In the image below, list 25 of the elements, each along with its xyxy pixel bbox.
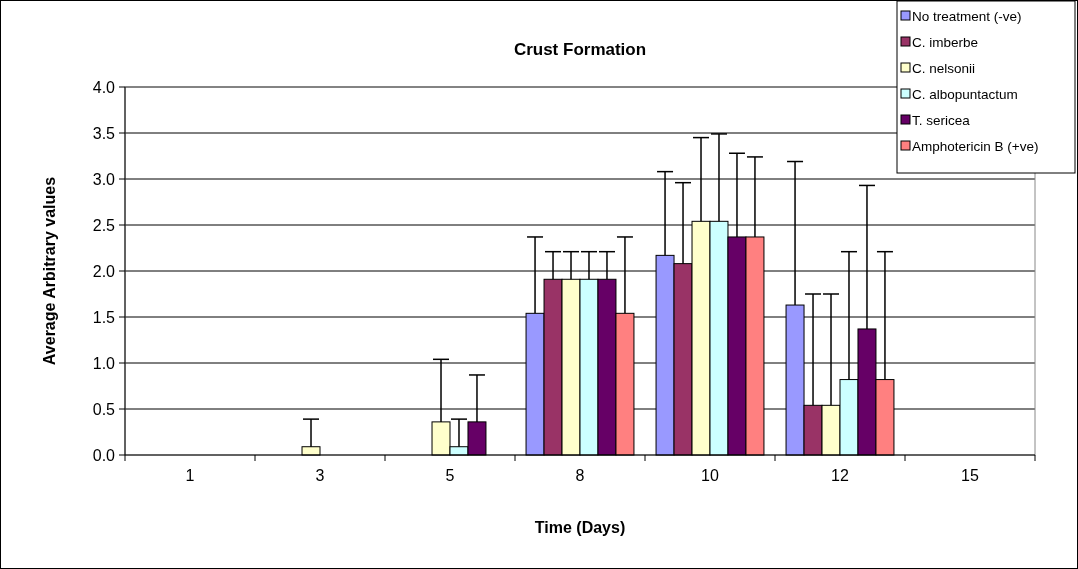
legend-label: No treatment (-ve) — [912, 8, 1022, 24]
y-tick-label: 3.0 — [92, 170, 116, 188]
y-tick-label: 3.5 — [92, 124, 116, 142]
x-axis-title: Time (Days) — [534, 519, 626, 536]
legend-label: T. sericea — [912, 112, 971, 128]
x-tick-label: 1 — [185, 467, 195, 484]
x-tick-label: 5 — [445, 467, 455, 484]
y-tick-label: 0.0 — [92, 446, 116, 464]
y-tick-label: 2.0 — [92, 262, 116, 280]
y-axis-title: Average Arbitrary values — [41, 176, 58, 366]
chart-title: Crust Formation — [513, 40, 647, 59]
x-tick-label: 12 — [831, 467, 849, 484]
legend-label: C. nelsonii — [912, 60, 976, 76]
x-tick-label: 15 — [961, 467, 979, 484]
x-tick-label: 3 — [315, 467, 325, 484]
y-tick-label: 1.5 — [92, 308, 116, 326]
y-tick-label: 1.0 — [92, 354, 116, 372]
legend-label: C. albopuntactum — [912, 86, 1018, 102]
x-tick-label: 10 — [701, 467, 719, 484]
x-tick-label: 8 — [575, 467, 585, 484]
y-tick-label: 0.5 — [92, 400, 116, 418]
legend-label: C. imberbe — [912, 34, 979, 50]
legend-label: Amphotericin B (+ve) — [912, 138, 1039, 154]
y-tick-label: 2.5 — [92, 216, 116, 234]
y-tick-label: 4.0 — [92, 78, 116, 96]
